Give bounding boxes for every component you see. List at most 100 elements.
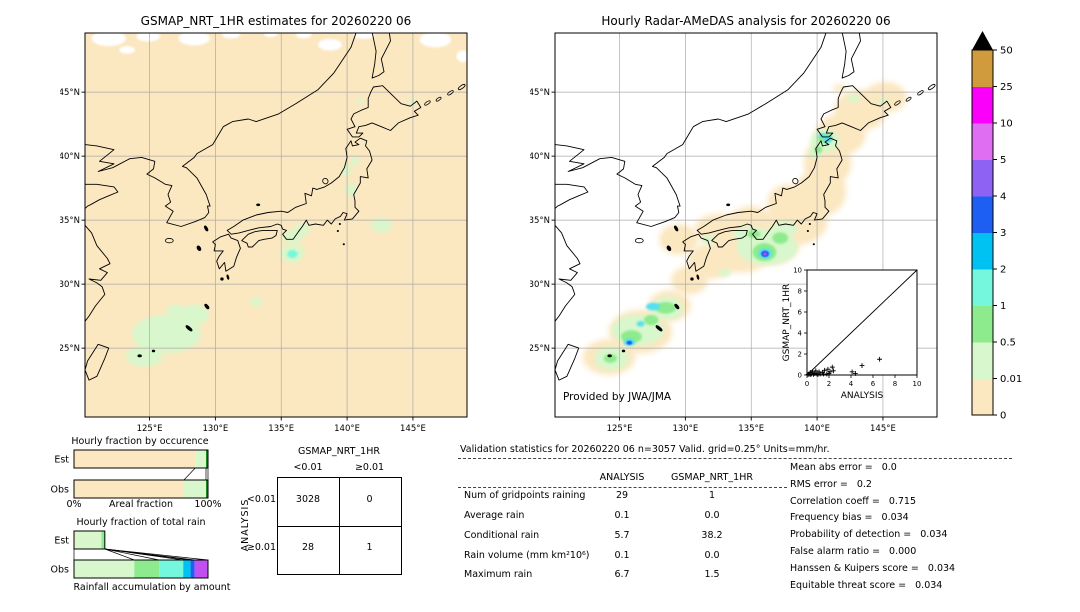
small-island bbox=[424, 100, 431, 106]
contingency-row-label: <0.01 bbox=[246, 494, 276, 505]
precip-area-green bbox=[747, 230, 761, 239]
validation-metric: Probability of detection = 0.034 bbox=[790, 529, 947, 540]
coastline-island bbox=[711, 229, 748, 248]
bar-row-label: Obs bbox=[51, 565, 70, 576]
small-island bbox=[204, 225, 209, 232]
coastline-island bbox=[85, 343, 110, 381]
colorbar-segment bbox=[972, 86, 993, 124]
y-tick-label: 25°N bbox=[60, 344, 80, 354]
small-island bbox=[457, 84, 466, 91]
contingency-cell-value: 28 bbox=[301, 542, 315, 553]
precip-area-green bbox=[772, 232, 789, 244]
colorbar-segment bbox=[972, 305, 993, 343]
coastline-island bbox=[816, 85, 892, 138]
scatter-point-marker bbox=[815, 372, 821, 377]
colorbar-tick-label: 4 bbox=[1000, 192, 1006, 203]
precip-area-palegreen bbox=[282, 230, 304, 244]
small-island bbox=[894, 100, 901, 106]
inset-x-axis-label: ANALYSIS bbox=[841, 391, 884, 401]
bar-segment-blue bbox=[190, 560, 195, 578]
precip-area-blue bbox=[626, 340, 633, 345]
precip-area-peach bbox=[832, 84, 847, 93]
occurrence-x-axis-label: Areal fraction bbox=[108, 499, 174, 510]
inset-x-tick-label: 2 bbox=[827, 380, 831, 388]
scatter-point-marker bbox=[849, 369, 855, 375]
colorbar-tick-label: 0.01 bbox=[1000, 374, 1022, 385]
validation-metric-label: RMS error = bbox=[790, 478, 848, 490]
no-data-area bbox=[264, 33, 278, 38]
coastline bbox=[85, 225, 111, 322]
precip-area-green bbox=[603, 353, 617, 363]
validation-row-label: Average rain bbox=[464, 510, 525, 521]
validation-metric-value: 0.034 bbox=[927, 562, 956, 574]
x-tick-label: 130°E bbox=[202, 424, 228, 434]
precip-area-palegreen bbox=[345, 183, 357, 196]
precip-area-peach bbox=[658, 223, 699, 255]
map-content bbox=[85, 33, 467, 417]
small-island bbox=[621, 349, 626, 353]
validation-analysis-value: 29 bbox=[615, 490, 629, 501]
coastline-island bbox=[682, 233, 711, 272]
scatter-point-marker bbox=[811, 372, 816, 377]
x-tick-label: 145°E bbox=[870, 424, 896, 434]
small-island bbox=[917, 90, 924, 96]
inset-y-tick-label: 10 bbox=[793, 267, 802, 275]
small-island bbox=[666, 245, 672, 252]
precip-area-green bbox=[643, 314, 659, 326]
contingency-cell-value: 0 bbox=[366, 494, 373, 505]
coastline-island bbox=[555, 343, 580, 381]
bar-segment-palegreen bbox=[74, 560, 135, 578]
small-island bbox=[808, 222, 811, 225]
coastline-island bbox=[226, 137, 373, 240]
y-tick-label: 35°N bbox=[530, 216, 550, 226]
total-rain-fraction-chart: Est Obs bbox=[51, 530, 209, 579]
precip-area-cyan bbox=[636, 321, 645, 327]
small-island bbox=[905, 96, 912, 102]
colorbar-tick-label: 0.5 bbox=[1000, 338, 1016, 349]
occurrence-fraction-chart: Est Obs bbox=[51, 449, 209, 499]
bar-outline bbox=[73, 449, 209, 469]
small-island bbox=[674, 225, 679, 232]
precip-area-cyan bbox=[645, 302, 661, 311]
validation-row-label: Rain volume (mm km²10⁶) bbox=[464, 550, 590, 561]
gsmap-estimate-map: 125°E 130°E 135°E 140°E 145°E 45°N 40°N 35°N 30°… bbox=[60, 32, 468, 434]
validation-analysis-value: 6.7 bbox=[614, 569, 630, 580]
colorbar-tick-label: 25 bbox=[1000, 82, 1013, 93]
validation-gsmap-value: 1 bbox=[708, 490, 716, 501]
small-island bbox=[674, 303, 680, 310]
precip-area-peach bbox=[864, 81, 907, 113]
inset-x-tick-label: 10 bbox=[913, 380, 922, 388]
occurrence-x-left-label: 0% bbox=[66, 499, 82, 510]
bar-segment-sky bbox=[183, 560, 191, 578]
x-tick-label: 145°E bbox=[400, 424, 426, 434]
validation-metric-label: Hanssen & Kuipers score = bbox=[790, 562, 919, 574]
radar-amedas-map: 125°E 130°E 135°E 140°E 145°E 45°N 40°N 35°N 30°… bbox=[530, 32, 938, 434]
precip-area-palegreen bbox=[125, 346, 163, 367]
no-data-area bbox=[456, 50, 467, 63]
colorbar-tick-label: 3 bbox=[1000, 228, 1006, 239]
map-border bbox=[84, 32, 468, 418]
scatter-point-marker bbox=[816, 369, 822, 375]
precip-area-palegreen bbox=[356, 98, 365, 104]
contingency-col-group-label: GSMAP_NRT_1HR bbox=[298, 446, 380, 457]
y-tick-label: 25°N bbox=[530, 344, 550, 354]
precip-area-palegreen bbox=[847, 94, 861, 103]
small-island bbox=[196, 245, 202, 252]
validation-metric: Hanssen & Kuipers score = 0.034 bbox=[790, 563, 955, 574]
inset-x-tick-label: 6 bbox=[871, 380, 876, 388]
bar-outline bbox=[73, 559, 209, 579]
bar-segment-palegreen bbox=[195, 450, 206, 468]
y-tick-label: 30°N bbox=[530, 280, 550, 290]
scatter-point-marker bbox=[812, 371, 818, 376]
validation-analysis-value: 5.7 bbox=[614, 530, 630, 541]
coastline-island bbox=[212, 233, 241, 272]
validation-metric-label: Equitable threat score = bbox=[790, 579, 907, 591]
y-tick-label: 45°N bbox=[60, 88, 80, 98]
colorbar-segment bbox=[972, 232, 993, 270]
colorbar-overflow-triangle bbox=[972, 31, 993, 50]
validation-metric-value: 0.715 bbox=[888, 495, 917, 507]
small-island bbox=[164, 238, 174, 244]
y-tick-label: 45°N bbox=[530, 88, 550, 98]
bar-segment-peach bbox=[74, 531, 77, 549]
